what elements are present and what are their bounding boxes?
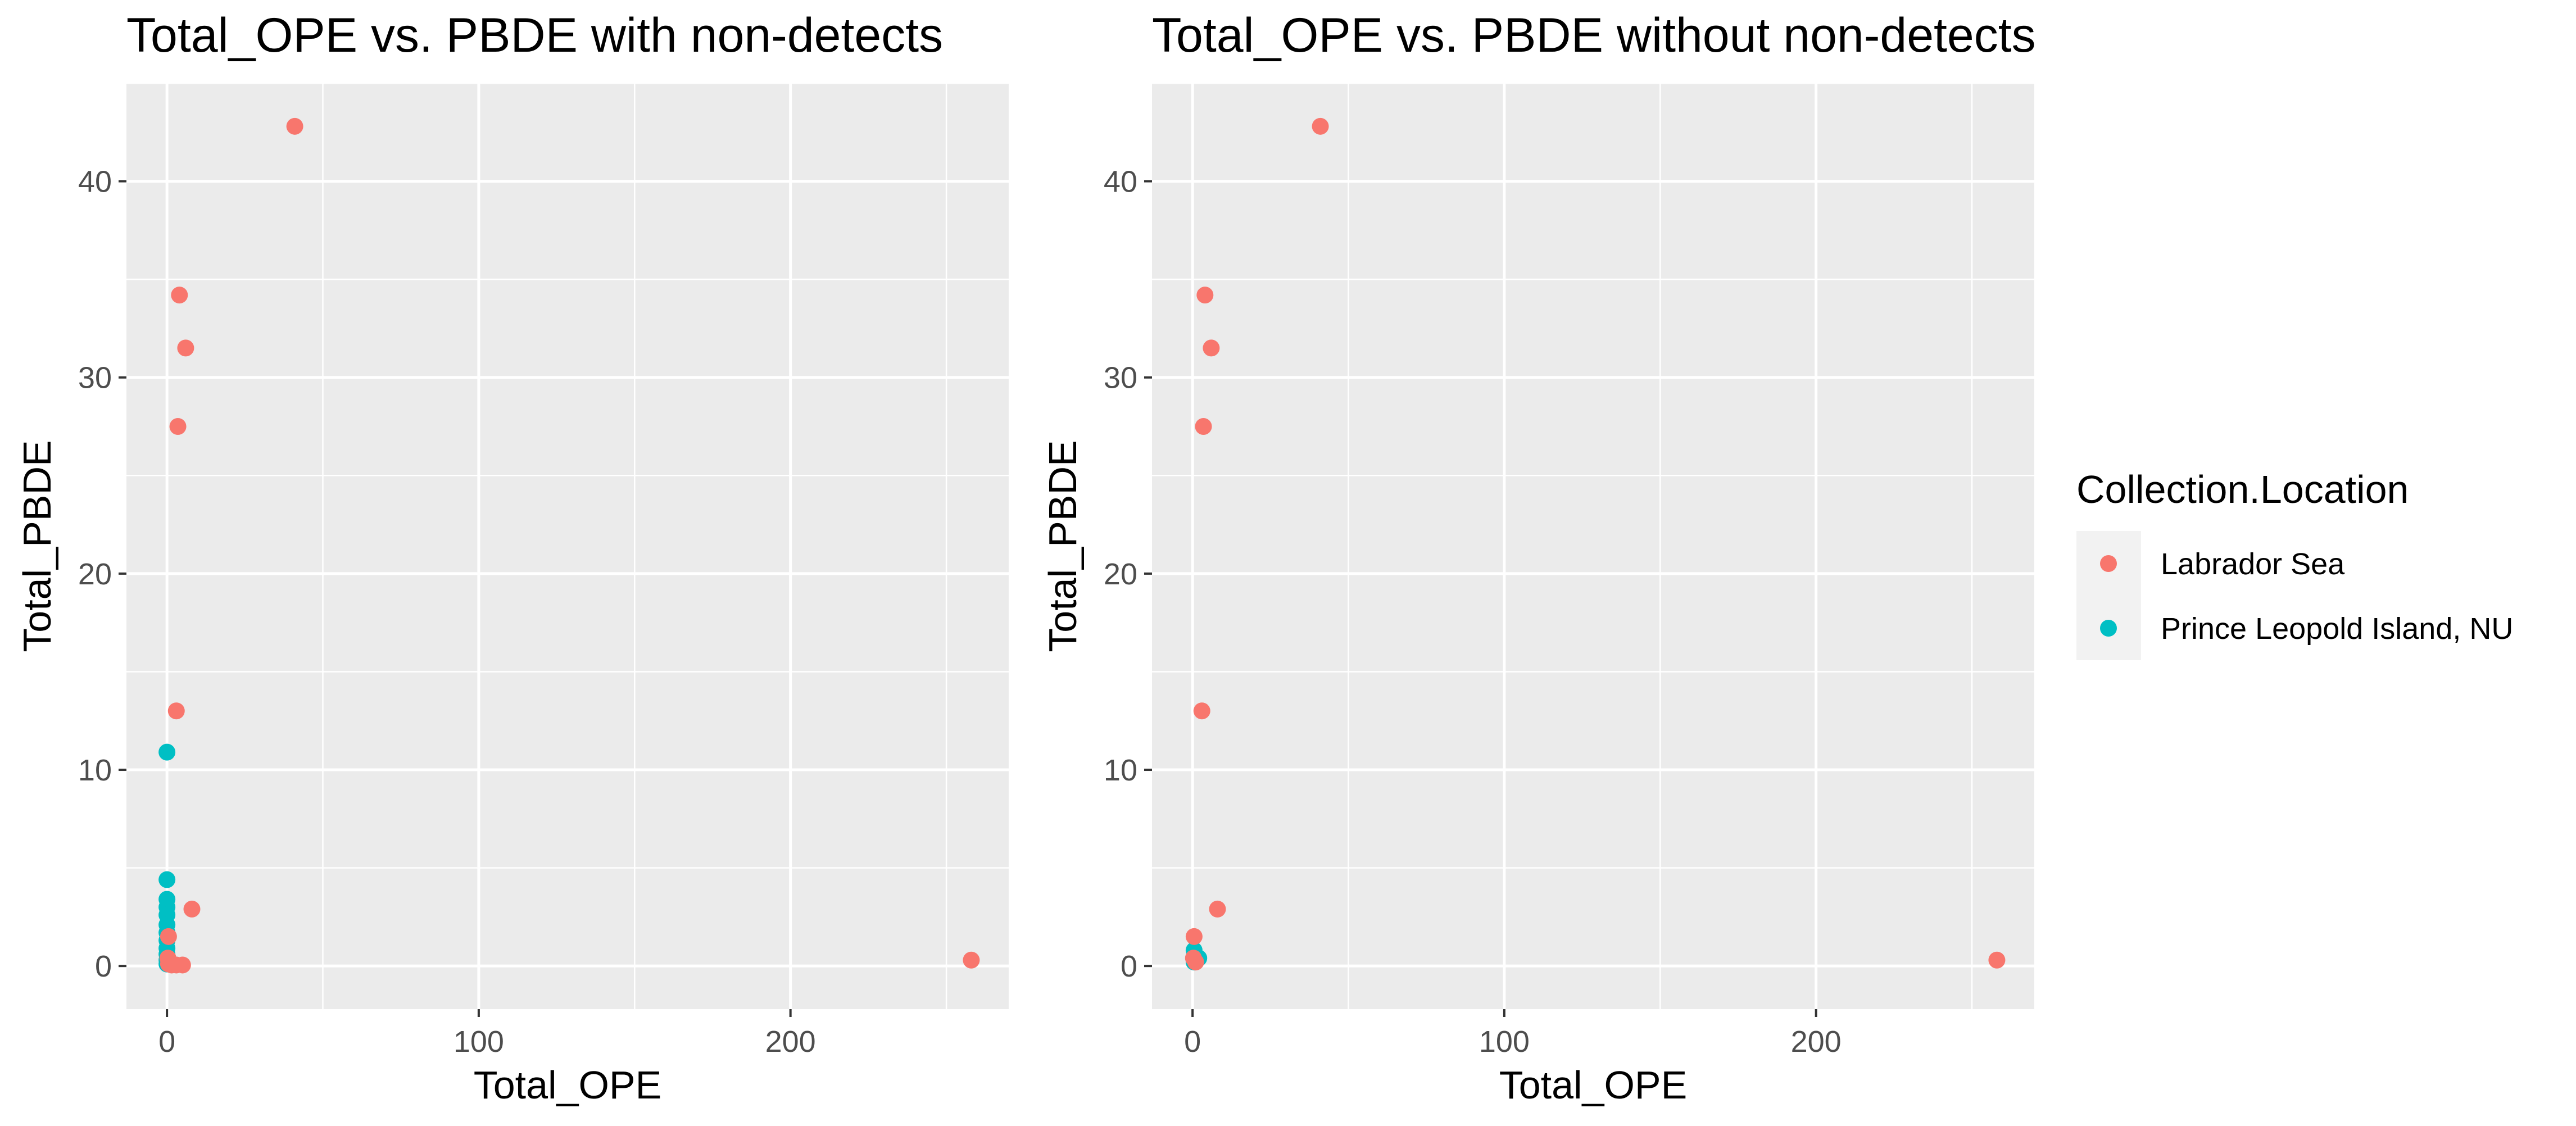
data-point-labrador-sea (171, 287, 188, 304)
data-points (1185, 117, 2006, 971)
y-tick-label: 40 (78, 165, 112, 199)
x-axis-title: Total_OPE (474, 1063, 662, 1107)
x-tick-label: 0 (1184, 1025, 1201, 1059)
x-tick-label: 100 (1479, 1025, 1530, 1059)
legend-key-background (2076, 531, 2141, 660)
data-point-labrador-sea (177, 339, 194, 357)
y-tick-label: 40 (1104, 165, 1137, 199)
data-point-labrador-sea (1203, 339, 1220, 357)
x-tick-label: 200 (1791, 1025, 1842, 1059)
panel-title: Total_OPE vs. PBDE with non-detects (126, 8, 943, 62)
data-point-labrador-sea (169, 418, 187, 435)
y-tick-label: 20 (78, 557, 112, 591)
legend-label-labrador-sea: Labrador Sea (2161, 547, 2345, 581)
y-tick-label: 20 (1104, 557, 1137, 591)
data-point-labrador-sea (1193, 702, 1210, 720)
y-axis-ticks: 0 10 20 30 40 (78, 165, 126, 983)
y-tick-label: 0 (1121, 950, 1137, 983)
y-tick-label: 10 (78, 753, 112, 787)
gridlines (1152, 82, 2034, 1009)
data-point-labrador-sea (1187, 954, 1204, 971)
data-point-labrador-sea (1988, 951, 2006, 969)
x-tick-label: 100 (453, 1025, 504, 1059)
data-points (158, 117, 980, 974)
data-point-prince-leopold-island (158, 871, 176, 888)
gridlines (126, 82, 1009, 1009)
data-point-labrador-sea (1185, 928, 1203, 945)
data-point-labrador-sea (167, 702, 185, 720)
legend-title: Collection.Location (2076, 467, 2409, 511)
panel-with-non-detects: Total_OPE vs. PBDE with non-detects 0 10 2… (15, 8, 1009, 1107)
legend-label-prince-leopold-island: Prince Leopold Island, NU (2161, 612, 2513, 646)
y-axis-title: Total_PBDE (15, 440, 59, 652)
x-axis-ticks: 0 100 200 (1184, 1009, 1842, 1059)
data-point-labrador-sea (963, 951, 980, 969)
y-axis-title: Total_PBDE (1041, 440, 1085, 652)
data-point-labrador-sea (183, 900, 201, 918)
x-tick-label: 0 (158, 1025, 175, 1059)
y-tick-label: 30 (1104, 361, 1137, 395)
data-point-labrador-sea (286, 117, 303, 135)
x-axis-ticks: 0 100 200 (158, 1009, 816, 1059)
data-point-prince-leopold-island (158, 743, 176, 761)
data-point-labrador-sea (160, 928, 177, 945)
y-axis-ticks: 0 10 20 30 40 (1104, 165, 1152, 983)
x-tick-label: 200 (765, 1025, 816, 1059)
plot-background (126, 83, 1009, 1009)
data-point-labrador-sea (1195, 418, 1212, 435)
plot-background (1152, 83, 2034, 1009)
data-point-labrador-sea (174, 956, 191, 974)
data-point-labrador-sea (1209, 900, 1226, 918)
legend: Collection.Location Labrador Sea Prince … (2076, 467, 2513, 660)
y-tick-label: 30 (78, 361, 112, 395)
legend-key-prince-leopold-island (2100, 620, 2117, 637)
legend-key-labrador-sea (2100, 555, 2117, 572)
y-tick-label: 0 (95, 950, 112, 983)
y-tick-label: 10 (1104, 753, 1137, 787)
data-point-labrador-sea (1312, 117, 1329, 135)
panel-title: Total_OPE vs. PBDE without non-detects (1152, 8, 2036, 62)
data-point-labrador-sea (1196, 287, 1214, 304)
panel-without-non-detects: Total_OPE vs. PBDE without non-detects 0… (1041, 8, 2036, 1107)
x-axis-title: Total_OPE (1499, 1063, 1688, 1107)
